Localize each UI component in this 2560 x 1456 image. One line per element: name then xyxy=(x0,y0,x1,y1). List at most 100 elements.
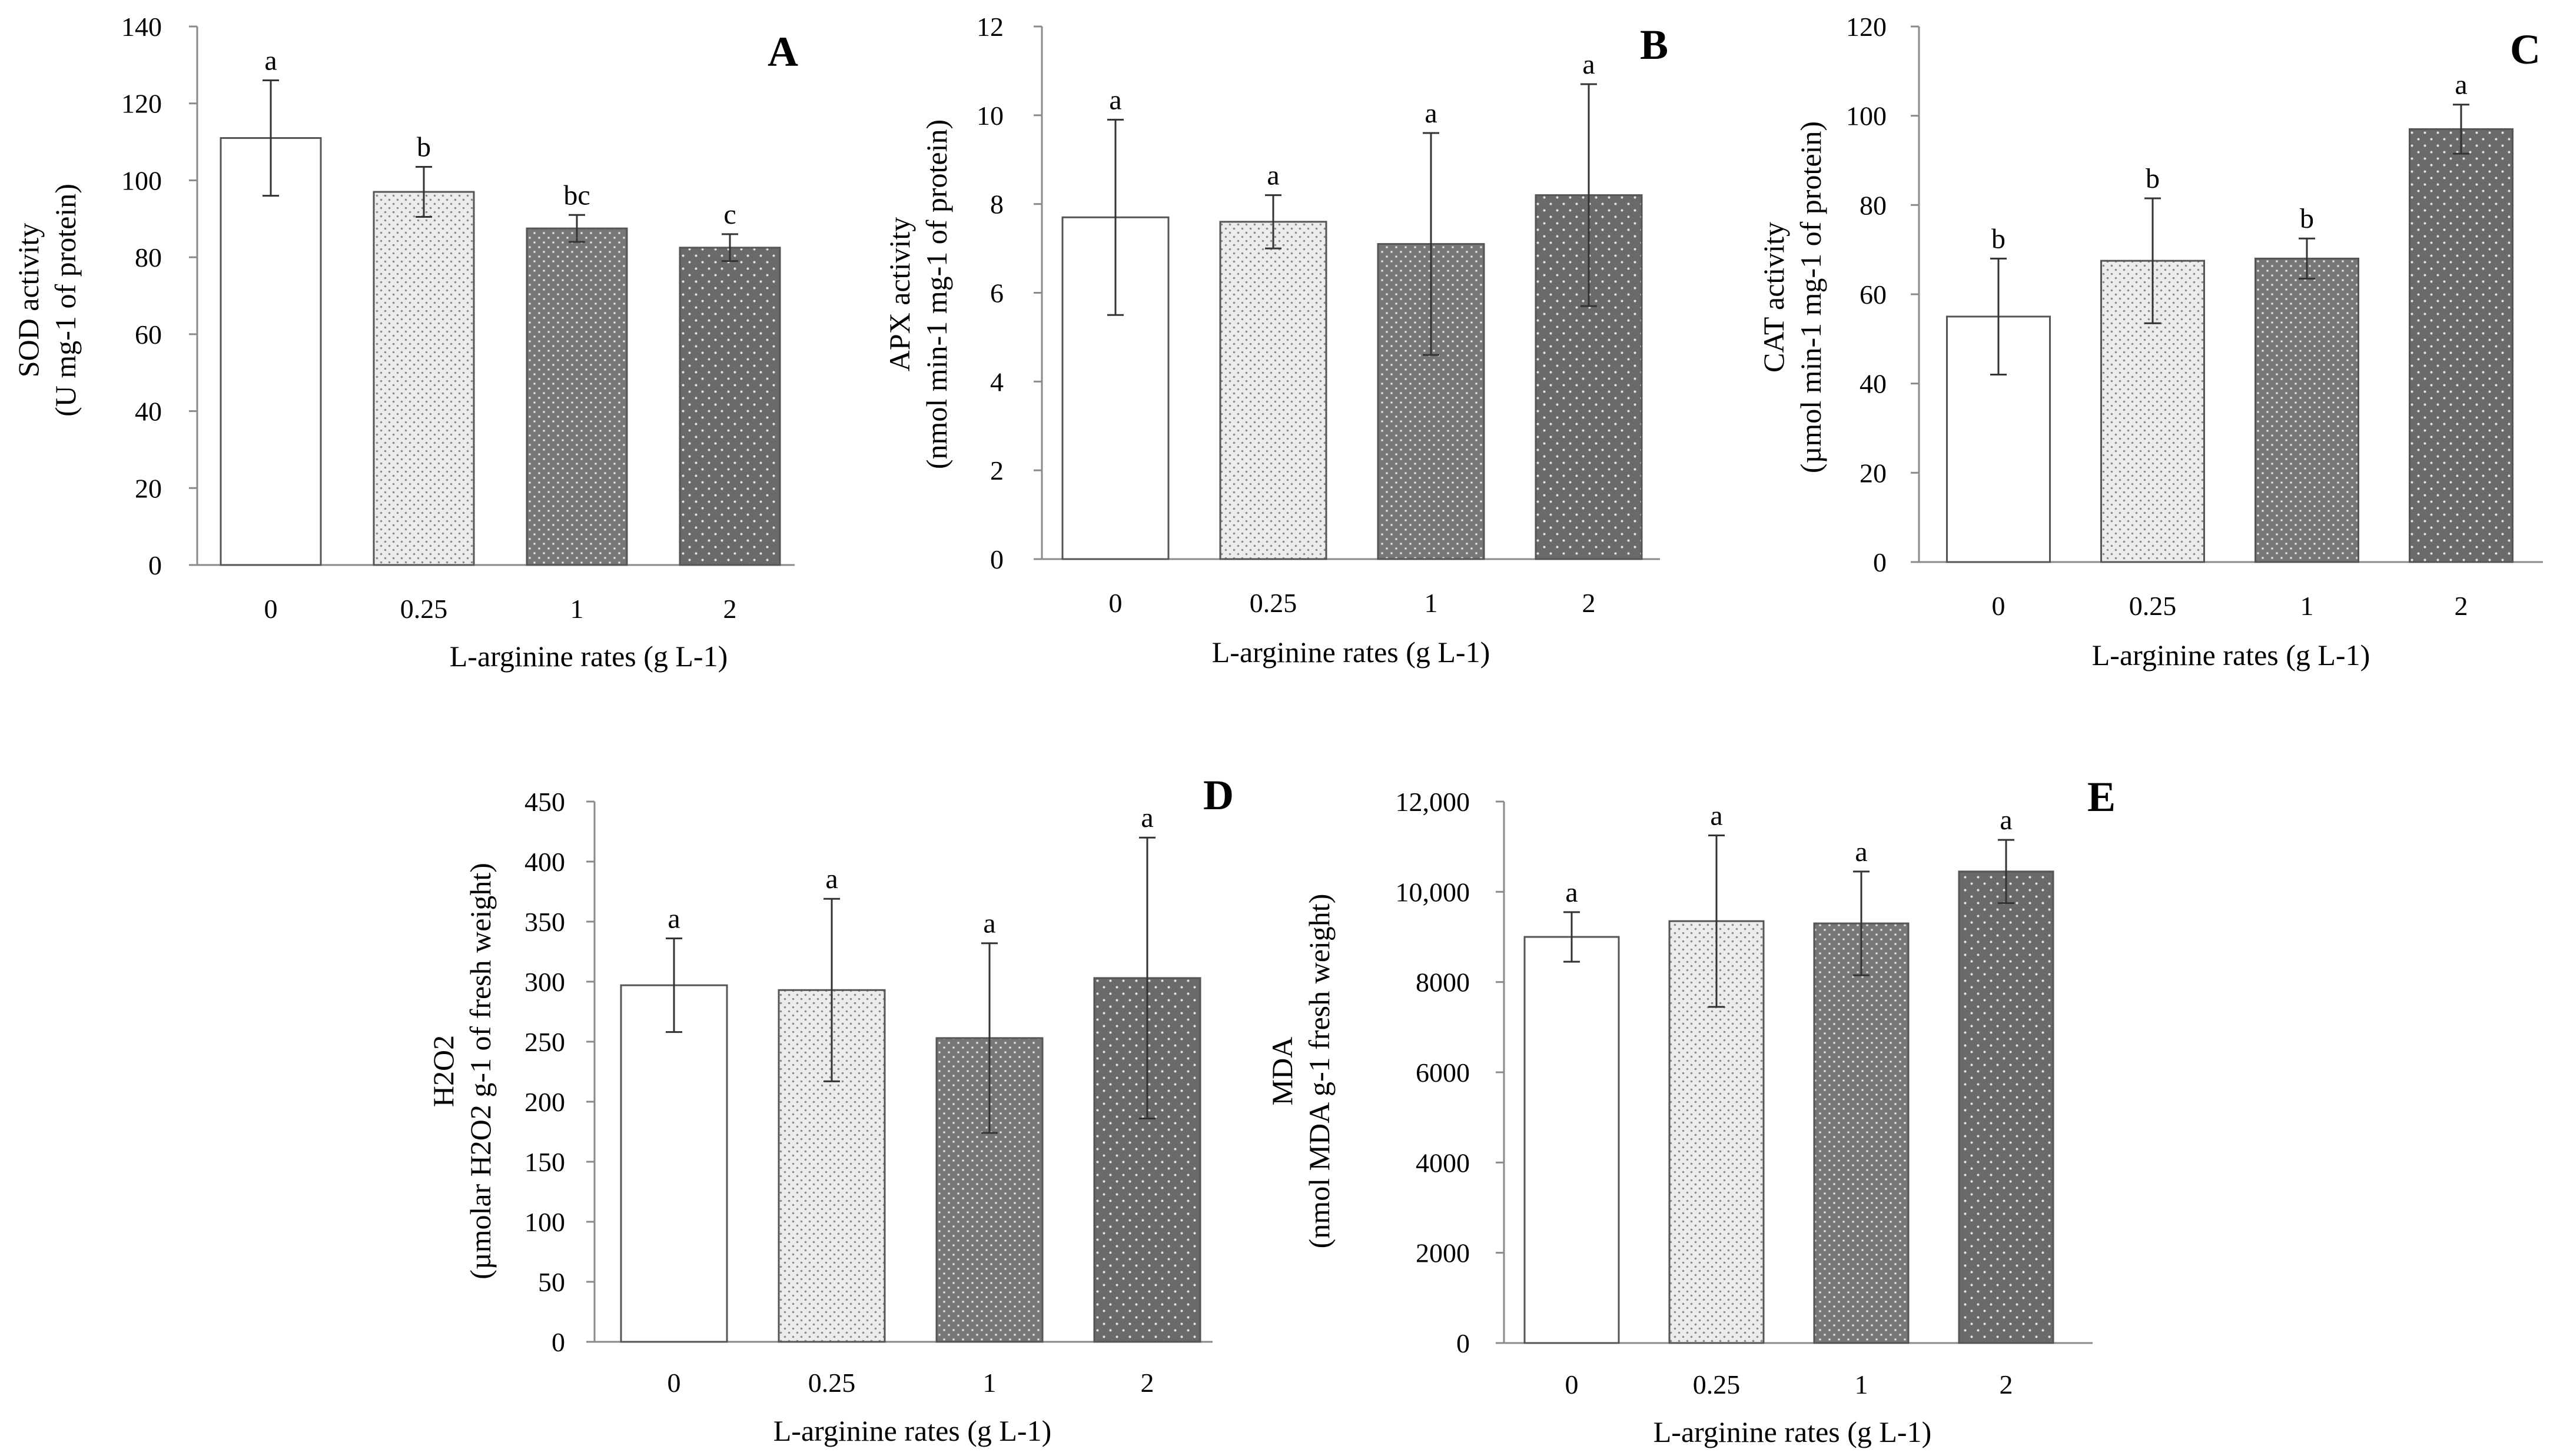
y-axis-title-line1: CAT activity xyxy=(1757,222,1790,373)
y-tick-label: 120 xyxy=(121,89,162,119)
significance-letter: b xyxy=(1991,223,2006,254)
significance-letter: a xyxy=(825,863,838,895)
y-tick-label: 8 xyxy=(990,190,1004,220)
bar xyxy=(373,191,475,566)
y-tick-label: 4 xyxy=(990,367,1004,397)
y-tick-label: 60 xyxy=(1860,280,1887,310)
x-tick-label: 0 xyxy=(1992,591,2006,621)
significance-letter: b xyxy=(417,132,431,163)
y-tick-label: 100 xyxy=(121,165,162,195)
significance-letter: a xyxy=(1565,877,1578,908)
panel-letter: D xyxy=(1203,772,1234,819)
significance-letter: b xyxy=(2300,203,2314,234)
bar xyxy=(1813,922,1910,1344)
y-tick-label: 250 xyxy=(524,1027,565,1057)
y-tick-label: 0 xyxy=(1456,1328,1470,1358)
x-axis-title: L-arginine rates (g L-1) xyxy=(773,1414,1052,1447)
significance-letter: b xyxy=(2146,163,2160,194)
x-tick-label: 2 xyxy=(723,594,737,624)
significance-letter: bc xyxy=(563,179,590,211)
x-tick-label: 0 xyxy=(1565,1369,1579,1400)
bar xyxy=(1219,221,1327,560)
x-tick-label: 0.25 xyxy=(1693,1369,1741,1400)
y-axis-title-line2: (µmol min-1 mg-1 of protein) xyxy=(1794,121,1827,473)
y-tick-label: 0 xyxy=(990,544,1004,574)
y-axis-title-line1: APX activity xyxy=(883,217,916,371)
x-tick-label: 2 xyxy=(2455,591,2468,621)
y-tick-label: 140 xyxy=(121,12,162,42)
y-tick-label: 450 xyxy=(524,787,565,817)
significance-letter: a xyxy=(1425,98,1437,129)
y-axis-title-line1: SOD activity xyxy=(12,223,45,377)
x-tick-label: 2 xyxy=(1141,1368,1154,1398)
significance-letter: a xyxy=(668,903,680,935)
x-axis-title: L-arginine rates (g L-1) xyxy=(450,640,728,673)
y-tick-label: 120 xyxy=(1846,12,1887,42)
panel-b: B L-arginine rates (g L-1) APX activity … xyxy=(883,12,1668,669)
y-tick-label: 0 xyxy=(552,1327,565,1357)
x-tick-label: 2 xyxy=(1582,588,1596,618)
y-tick-label: 80 xyxy=(135,242,162,272)
x-tick-label: 0 xyxy=(264,594,278,624)
panel-e: E L-arginine rates (g L-1) MDA (nmol MDA… xyxy=(1266,773,2116,1448)
y-tick-label: 150 xyxy=(524,1147,565,1177)
bar xyxy=(620,984,728,1343)
bar xyxy=(679,247,781,566)
y-axis-title-line2: (U mg-1 of protein) xyxy=(49,184,82,417)
significance-letter: a xyxy=(1855,836,1867,867)
y-tick-label: 2 xyxy=(990,456,1004,486)
panel-letter: C xyxy=(2510,26,2541,73)
y-tick-label: 12,000 xyxy=(1396,787,1470,817)
panel-letter: E xyxy=(2087,773,2116,820)
x-tick-label: 2 xyxy=(2000,1369,2013,1400)
panel-letter: B xyxy=(1640,21,1668,68)
x-axis-title: L-arginine rates (g L-1) xyxy=(2092,639,2370,672)
significance-letter: c xyxy=(723,199,736,230)
y-tick-label: 8000 xyxy=(1416,968,1470,998)
x-tick-label: 1 xyxy=(2300,591,2314,621)
y-tick-label: 300 xyxy=(524,967,565,997)
x-tick-label: 0 xyxy=(668,1368,681,1398)
bar xyxy=(2409,128,2513,563)
bar xyxy=(220,137,322,566)
significance-letter: a xyxy=(1710,800,1722,832)
y-axis-title-line1: H2O2 xyxy=(427,1035,460,1107)
significance-letter: a xyxy=(1109,84,1121,115)
y-tick-label: 4000 xyxy=(1416,1148,1470,1178)
y-tick-label: 12 xyxy=(977,12,1004,42)
bar xyxy=(2254,257,2359,563)
x-tick-label: 1 xyxy=(983,1368,997,1398)
x-tick-label: 1 xyxy=(1425,588,1438,618)
y-tick-label: 0 xyxy=(148,550,162,580)
y-tick-label: 80 xyxy=(1860,190,1887,220)
significance-letter: a xyxy=(2000,805,2012,836)
y-tick-label: 10 xyxy=(977,101,1004,131)
y-tick-label: 200 xyxy=(524,1087,565,1117)
y-tick-label: 6 xyxy=(990,278,1004,308)
bar xyxy=(1958,870,2054,1344)
panel-letter: A xyxy=(768,28,798,75)
y-tick-label: 2000 xyxy=(1416,1238,1470,1268)
y-tick-label: 20 xyxy=(135,473,162,503)
y-axis-title-line2: (nmol MDA g-1 fresh weight) xyxy=(1303,894,1336,1249)
y-tick-label: 60 xyxy=(135,320,162,350)
y-tick-label: 6000 xyxy=(1416,1058,1470,1088)
panel-c: C L-arginine rates (g L-1) CAT activity … xyxy=(1757,12,2543,672)
y-tick-label: 20 xyxy=(1860,458,1887,488)
x-axis-title: L-arginine rates (g L-1) xyxy=(1653,1415,1932,1448)
y-tick-label: 40 xyxy=(1860,369,1887,399)
y-tick-label: 10,000 xyxy=(1396,877,1470,907)
x-axis-title: L-arginine rates (g L-1) xyxy=(1212,636,1490,669)
panel-a: A L-arginine rates (g L-1) SOD activity … xyxy=(12,12,798,673)
x-tick-label: 0.25 xyxy=(2129,591,2177,621)
significance-letter: a xyxy=(983,908,995,939)
y-axis-title-line1: MDA xyxy=(1266,1037,1299,1106)
y-tick-label: 400 xyxy=(524,847,565,877)
y-tick-label: 0 xyxy=(1873,547,1887,577)
x-tick-label: 1 xyxy=(570,594,584,624)
y-axis-title-line2: (nmol min-1 mg-1 of protein) xyxy=(920,119,953,469)
x-tick-label: 0.25 xyxy=(808,1368,856,1398)
y-tick-label: 100 xyxy=(1846,101,1887,131)
y-tick-label: 350 xyxy=(524,907,565,937)
